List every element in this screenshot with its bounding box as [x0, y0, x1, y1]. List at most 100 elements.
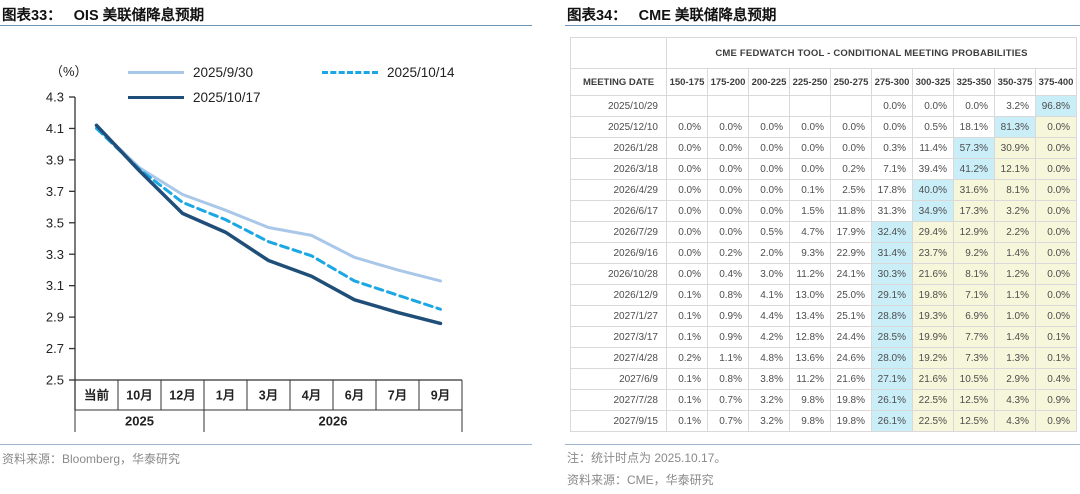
probability-cell: 96.8% — [1034, 95, 1078, 117]
probability-cell: 0.0% — [912, 95, 954, 117]
probability-cell: 0.0% — [789, 158, 831, 180]
probability-cell: 19.9% — [912, 326, 954, 348]
probability-cell: 25.0% — [830, 284, 872, 306]
probability-cell — [830, 95, 872, 117]
probability-cell: 0.8% — [707, 368, 749, 390]
probability-cell: 0.1% — [1034, 326, 1078, 348]
probability-cell: 1.3% — [994, 347, 1036, 369]
probability-cell — [666, 95, 708, 117]
table-row: 2027/9/15 0.1% 0.7% 3.2% 9.8% 19.8% 26.1% 22.5%… — [570, 410, 1078, 432]
meeting-date-cell: 2026/7/29 — [570, 221, 667, 243]
probability-cell: 0.1% — [666, 305, 708, 327]
probability-cell: 19.8% — [912, 284, 954, 306]
probability-cell: 0.0% — [666, 200, 708, 222]
probability-cell: 0.0% — [1034, 116, 1078, 138]
probability-cell: 12.5% — [953, 389, 995, 411]
dashed-line-swatch-icon — [322, 71, 378, 74]
probability-cell: 1.1% — [994, 284, 1036, 306]
figure-33-name: OIS 美联储降息预期 — [73, 8, 205, 24]
meeting-date-cell: 2026/3/18 — [570, 158, 667, 180]
table-row: 2025/12/10 0.0% 0.0% 0.0% 0.0% 0.0% 0.0% 0.5% 18… — [570, 116, 1078, 138]
cme-table-panel: 图表34： CME 美联储降息预期 CME FEDWATCH TOOL - CON… — [565, 0, 1080, 494]
probability-cell — [789, 95, 831, 117]
probability-cell: 0.0% — [748, 137, 790, 159]
rate-range-header: 300-325 — [912, 68, 954, 96]
table-row: 2027/6/9 0.1% 0.8% 3.8% 11.2% 21.6% 27.1% 21.6%… — [570, 368, 1078, 390]
probability-cell: 0.0% — [748, 158, 790, 180]
probability-cell: 0.0% — [666, 179, 708, 201]
table-row: 2026/6/17 0.0% 0.0% 0.0% 1.5% 11.8% 31.3% 34.9%… — [570, 200, 1078, 222]
probability-cell: 26.1% — [871, 389, 913, 411]
probability-cell: 0.0% — [748, 200, 790, 222]
table-row: 2026/1/28 0.0% 0.0% 0.0% 0.0% 0.0% 0.3% 11.4% 57… — [570, 137, 1078, 159]
table-row: 2027/4/28 0.2% 1.1% 4.8% 13.6% 24.6% 28.0% 19.2… — [570, 347, 1078, 369]
legend-label: 2025/9/30 — [193, 65, 254, 80]
meeting-date-cell: 2027/6/9 — [570, 368, 667, 390]
probability-cell — [707, 95, 749, 117]
legend-item: 2025/10/17 — [128, 90, 261, 105]
probability-cell: 2.2% — [994, 221, 1036, 243]
probability-cell: 13.6% — [789, 347, 831, 369]
y-tick-label: 3.1 — [46, 278, 64, 293]
probability-cell: 31.6% — [953, 179, 995, 201]
x-year-label: 2025 — [125, 414, 154, 429]
source-note: 资料来源：Bloomberg，华泰研究 — [2, 452, 181, 466]
probability-cell: 0.0% — [789, 116, 831, 138]
x-category-label: 7月 — [388, 388, 407, 402]
fedwatch-probability-table: CME FEDWATCH TOOL - CONDITIONAL MEETING … — [570, 37, 1078, 432]
probability-cell: 9.8% — [789, 410, 831, 432]
probability-cell: 81.3% — [994, 116, 1036, 138]
probability-cell: 4.4% — [748, 305, 790, 327]
table-row: 2026/4/29 0.0% 0.0% 0.0% 0.1% 2.5% 17.8% 40.0% 3… — [570, 179, 1078, 201]
probability-cell: 9.2% — [953, 242, 995, 264]
probability-cell: 41.2% — [953, 158, 995, 180]
probability-cell: 6.9% — [953, 305, 995, 327]
probability-cell: 0.0% — [789, 137, 831, 159]
probability-cell: 19.8% — [830, 410, 872, 432]
probability-cell: 13.0% — [789, 284, 831, 306]
meeting-date-cell: 2026/10/28 — [570, 263, 667, 285]
x-category-label: 10月 — [126, 388, 152, 402]
probability-cell: 0.5% — [748, 221, 790, 243]
probability-cell: 21.6% — [912, 263, 954, 285]
probability-cell: 0.0% — [1034, 179, 1078, 201]
probability-cell: 29.1% — [871, 284, 913, 306]
figure-33-label: 图表33： — [2, 8, 62, 24]
probability-cell: 3.2% — [994, 200, 1036, 222]
probability-cell: 0.0% — [1034, 158, 1078, 180]
x-category-label: 1月 — [216, 388, 235, 402]
probability-cell: 0.5% — [912, 116, 954, 138]
rate-range-header: 350-375 — [994, 68, 1036, 96]
probability-cell: 2.5% — [830, 179, 872, 201]
probability-cell: 8.1% — [953, 263, 995, 285]
probability-cell: 0.0% — [830, 116, 872, 138]
meeting-date-cell: 2027/7/28 — [570, 389, 667, 411]
probability-cell: 2.0% — [748, 242, 790, 264]
probability-cell: 24.4% — [830, 326, 872, 348]
rate-range-header: 225-250 — [789, 68, 831, 96]
table-row: 2025/10/29 0.0% 0.0% 0.0% 3.2% 96.8% — [570, 95, 1078, 117]
stat-time-note: 注：统计时点为 2025.10.17。 — [567, 451, 727, 465]
meeting-date-cell: 2026/1/28 — [570, 137, 667, 159]
probability-cell: 0.0% — [830, 137, 872, 159]
probability-cell: 0.9% — [1034, 389, 1078, 411]
probability-cell: 0.0% — [871, 116, 913, 138]
probability-cell: 3.2% — [748, 389, 790, 411]
legend-item: 2025/10/14 — [322, 65, 455, 80]
corner-cell — [570, 37, 667, 69]
probability-cell: 26.1% — [871, 410, 913, 432]
probability-cell: 0.0% — [1034, 242, 1078, 264]
x-category-label: 当前 — [84, 387, 110, 402]
table-row: 2027/7/28 0.1% 0.7% 3.2% 9.8% 19.8% 26.1% 22.5%… — [570, 389, 1078, 411]
x-category-label: 9月 — [431, 388, 450, 402]
probability-cell: 21.6% — [830, 368, 872, 390]
table-banner: CME FEDWATCH TOOL - CONDITIONAL MEETING … — [665, 37, 1078, 69]
probability-cell: 0.0% — [707, 221, 749, 243]
meeting-date-cell: 2027/4/28 — [570, 347, 667, 369]
rate-range-header: 175-200 — [707, 68, 749, 96]
probability-cell: 22.9% — [830, 242, 872, 264]
probability-cell: 12.9% — [953, 221, 995, 243]
probability-cell: 0.7% — [707, 389, 749, 411]
probability-cell: 10.5% — [953, 368, 995, 390]
probability-cell: 4.3% — [994, 410, 1036, 432]
